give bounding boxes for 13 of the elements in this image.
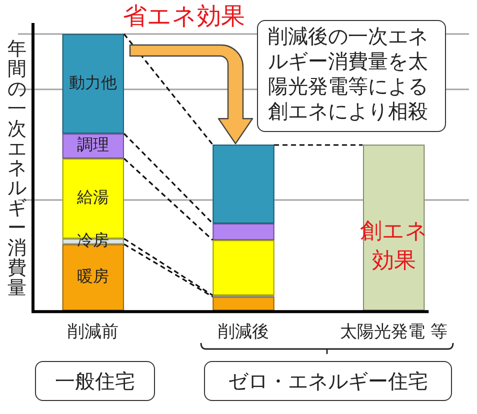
series-label: 調理 [77,135,110,154]
x-tick-label: 太陽光発電 等 [340,322,448,342]
text: 一般住宅 [35,361,155,401]
text: 年間の一次エネルギー消費量 [8,38,26,299]
annotation: 削減後の一次エネルギー消費量を太陽光発電等による創エネにより相殺 [257,20,446,132]
text: ゼロ・エネルギー住宅 [204,361,452,401]
x-tick-label: 削減前 [68,322,119,342]
series-label: 給湯 [76,188,110,207]
annotation: 創エネ効果 [360,218,428,274]
series-label: 動力他 [69,72,118,92]
series-label: 暖房 [77,266,110,286]
x-tick-label: 削減後 [218,322,269,342]
text: 省エネ効果 [123,2,245,30]
